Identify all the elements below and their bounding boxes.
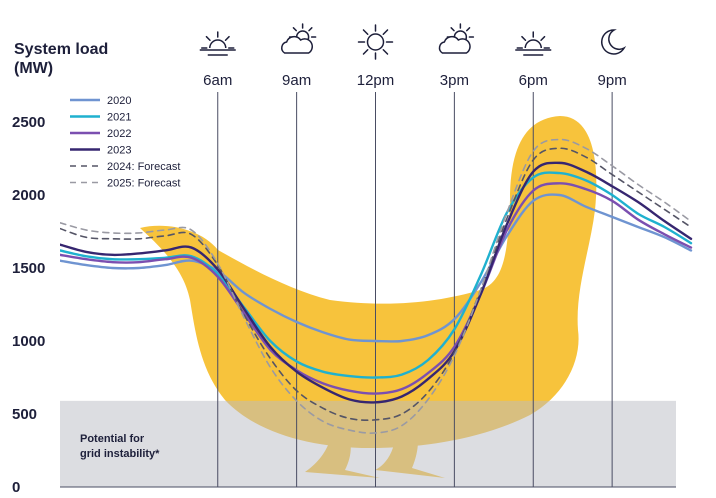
duck-body-shape xyxy=(140,116,597,448)
y-axis-ticks: 0 500 1000 1500 2000 2500 xyxy=(12,114,676,496)
moon-icon xyxy=(600,29,627,55)
series-line-5 xyxy=(60,138,692,434)
series-line-0 xyxy=(60,193,693,343)
instability-band-rect xyxy=(60,400,676,487)
legend-label-2: 2022 xyxy=(107,128,131,140)
y-tick-label: 500 xyxy=(12,406,37,423)
instability-label-line1: Potential for xyxy=(80,433,145,445)
instability-label: Potential for grid instability* xyxy=(80,433,160,460)
series-lines xyxy=(60,138,693,434)
sun-icon xyxy=(357,24,394,60)
y-tick-label: 0 xyxy=(12,479,20,496)
time-label-3pm: 3pm xyxy=(440,72,469,89)
cloud-sun-icon xyxy=(281,23,317,54)
legend-label-5: 2025: Forecast xyxy=(107,178,180,190)
sunrise-icon xyxy=(199,31,236,56)
sunset-icon xyxy=(515,31,552,56)
legend: 2020 2021 2022 2023 2024: Forecast 2025: Fore… xyxy=(70,95,180,190)
y-axis-title: System load (MW) xyxy=(14,41,109,77)
legend-label-0: 2020 xyxy=(107,95,131,107)
y-tick-label: 2000 xyxy=(12,187,45,204)
series-line-2 xyxy=(60,182,693,395)
time-label-6am: 6am xyxy=(203,72,232,89)
y-tick-label: 1500 xyxy=(12,260,45,277)
time-label-9pm: 9pm xyxy=(598,72,627,89)
time-label-6pm: 6pm xyxy=(519,72,548,89)
y-tick-label: 2500 xyxy=(12,114,45,131)
series-line-4 xyxy=(60,147,692,422)
series-line-1 xyxy=(60,171,693,379)
cloud-sun-icon xyxy=(438,23,475,54)
legend-label-1: 2021 xyxy=(107,112,131,124)
time-marker-lines xyxy=(217,92,613,487)
series-line-3 xyxy=(60,161,693,404)
legend-label-3: 2023 xyxy=(107,145,131,157)
legend-label-4: 2024: Forecast xyxy=(107,161,180,173)
instability-label-line2: grid instability* xyxy=(80,448,160,460)
time-label-12pm: 12pm xyxy=(357,72,395,89)
time-label-9am: 9am xyxy=(282,72,311,89)
grid-instability-band xyxy=(60,400,676,487)
time-header: 6am 9am 12pm 3pm 6pm 9pm xyxy=(199,23,627,89)
y-tick-label: 1000 xyxy=(12,333,45,350)
